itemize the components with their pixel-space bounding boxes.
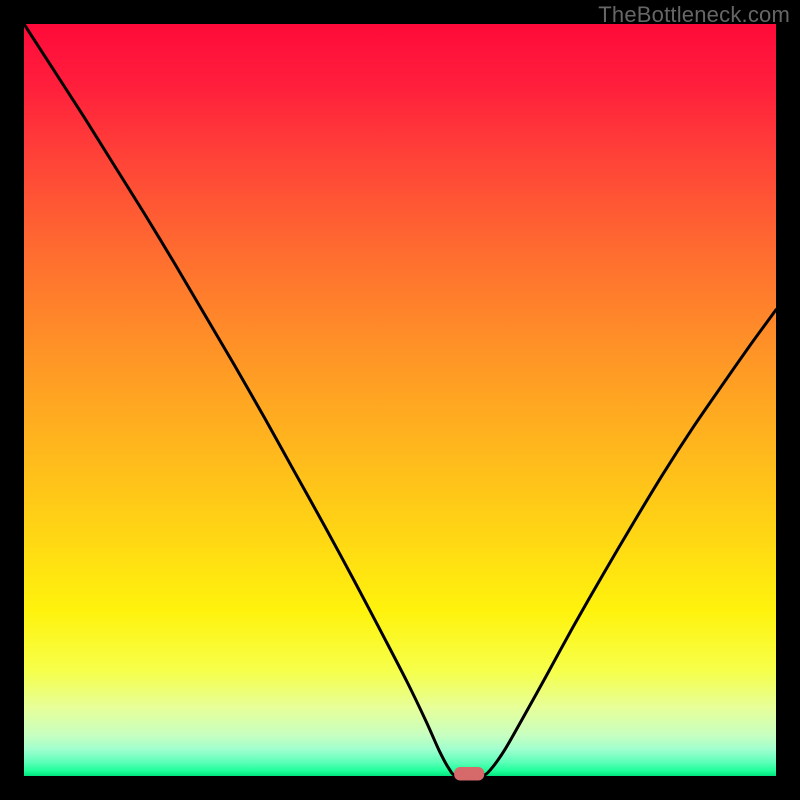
watermark-text: TheBottleneck.com: [598, 2, 790, 28]
plot-area: [24, 24, 776, 776]
optimal-marker: [454, 767, 484, 781]
chart-container: TheBottleneck.com: [0, 0, 800, 800]
bottleneck-chart: [0, 0, 800, 800]
